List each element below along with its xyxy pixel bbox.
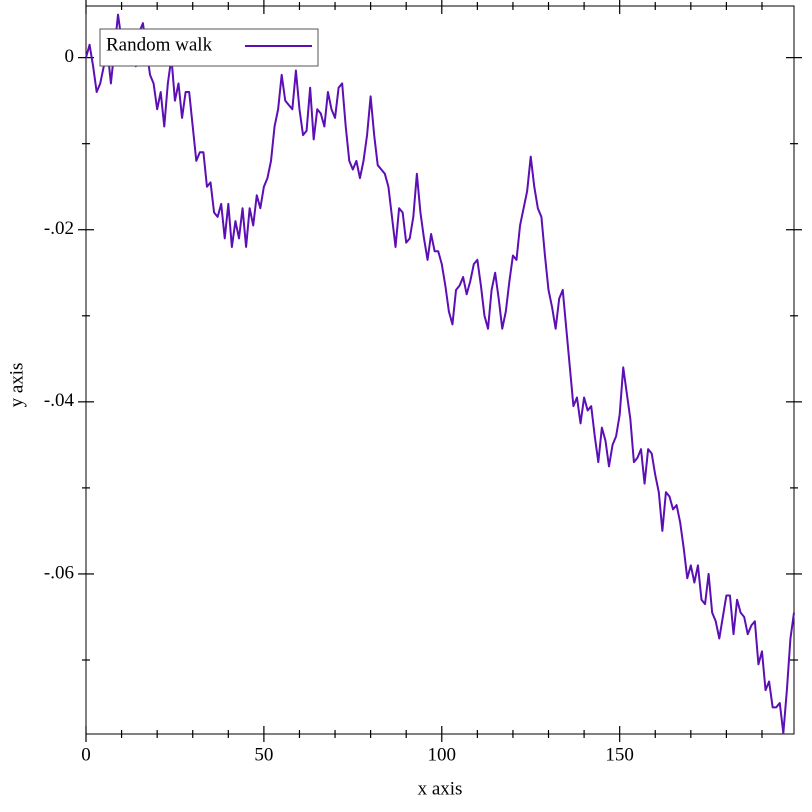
x-tick-label: 100 bbox=[428, 744, 457, 765]
x-tick-label: 50 bbox=[254, 744, 273, 765]
legend-label: Random walk bbox=[106, 34, 213, 55]
y-tick-label: -.04 bbox=[44, 390, 75, 411]
y-axis-label: y axis bbox=[6, 363, 27, 408]
y-tick-label: -.06 bbox=[44, 562, 74, 583]
plot-frame bbox=[85, 5, 795, 735]
line-series bbox=[85, 13, 795, 735]
x-tick-label: 150 bbox=[605, 744, 634, 765]
y-tick-label: -.02 bbox=[44, 218, 74, 239]
x-axis-label: x axis bbox=[418, 778, 463, 799]
legend-box bbox=[99, 28, 319, 67]
y-tick-label: 0 bbox=[65, 46, 75, 67]
x-tick-label: 0 bbox=[81, 744, 91, 765]
